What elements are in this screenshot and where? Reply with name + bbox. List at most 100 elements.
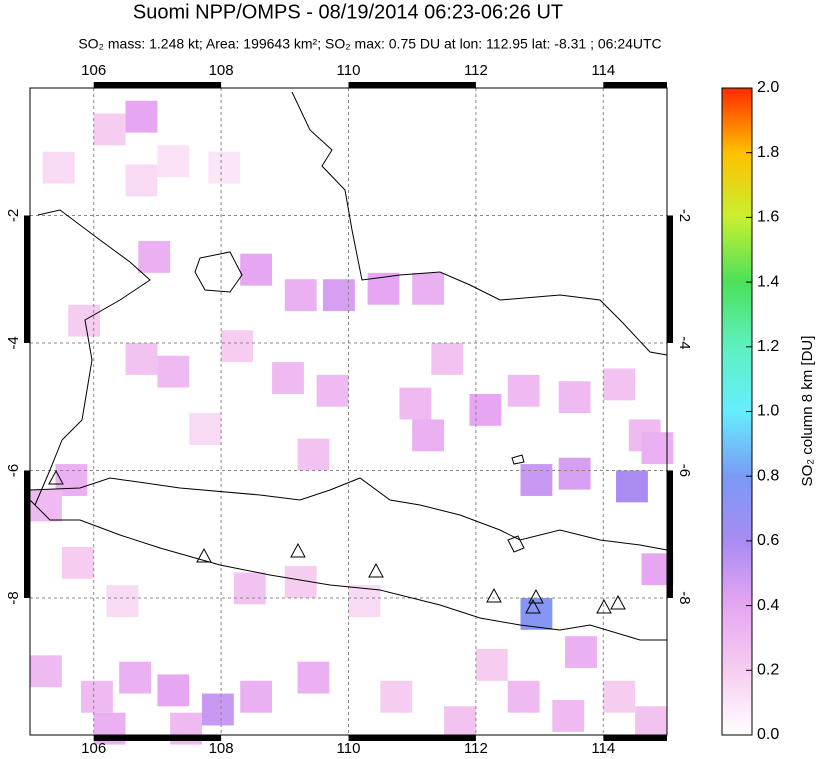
so2-cell: [201, 693, 234, 726]
frame-bar: [348, 82, 476, 88]
x-tick-label: 114: [591, 740, 615, 757]
island: [194, 251, 243, 293]
so2-cell: [603, 368, 636, 401]
so2-cell: [380, 680, 413, 713]
colorbar-tick-label: 0.4: [757, 597, 779, 614]
so2-cell: [520, 464, 553, 496]
so2-cell: [641, 432, 674, 465]
colorbar-tick-label: 0.6: [757, 532, 779, 549]
colorbar-tick-label: 1.4: [757, 273, 779, 290]
coastline: [34, 209, 151, 506]
frame-bar: [667, 215, 673, 343]
title: Suomi NPP/OMPS - 08/19/2014 06:23-06:26 …: [133, 1, 563, 23]
volcano: [196, 547, 212, 563]
so2-cell: [240, 680, 273, 713]
frame-bar: [24, 470, 30, 598]
so2-cell: [558, 457, 591, 490]
so2-cell: [297, 661, 330, 694]
so2-cell: [412, 419, 445, 452]
frame-bar: [603, 82, 667, 88]
frame-bar: [93, 735, 222, 741]
frame-layer: [24, 82, 673, 741]
colorbar-label: SO₂ column 8 km [DU]: [799, 336, 816, 487]
so2-cell: [507, 374, 540, 407]
so2-cell: [316, 374, 349, 407]
coastline: [29, 477, 668, 551]
subtitle: SO₂ mass: 1.248 kt; Area: 199643 km²; SO…: [78, 36, 661, 52]
so2-cell: [80, 680, 113, 713]
x-tick-label: 112: [464, 740, 488, 757]
volcano: [368, 562, 384, 578]
volcano: [596, 598, 612, 614]
island: [511, 454, 525, 465]
x-tick-label: 106: [81, 740, 106, 757]
y-tick-label: -8: [5, 591, 22, 604]
colorbar-tick-label: 2.0: [757, 79, 779, 96]
so2-cell: [475, 648, 508, 681]
so2-cell: [125, 164, 158, 197]
so2-cell: [469, 393, 502, 426]
so2-cell: [42, 151, 75, 184]
volcano: [48, 469, 64, 485]
so2-cell: [444, 706, 476, 739]
x-tick-label: 110: [337, 62, 361, 79]
so2-cell: [635, 706, 667, 739]
so2-cell: [93, 113, 126, 146]
colorbar-tick-label: 0.8: [757, 467, 779, 484]
x-tick-label: 114: [591, 62, 615, 79]
so2-cell: [125, 342, 158, 375]
so2-cell: [157, 355, 190, 388]
frame-bar: [24, 215, 30, 343]
x-tick-label: 106: [81, 62, 106, 79]
so2-cell: [30, 489, 62, 522]
y-tick-label: -2: [5, 209, 22, 222]
so2-cell: [61, 546, 94, 579]
colorbar-tick-label: 1.2: [757, 338, 779, 355]
colorbar-tick-label: 1.0: [757, 403, 779, 420]
x-tick-label: 112: [464, 62, 488, 79]
so2-cell: [125, 100, 158, 133]
x-tick-label: 108: [209, 62, 234, 79]
so2-cell: [431, 342, 464, 375]
volcano: [610, 594, 626, 610]
so2-cell: [233, 572, 266, 605]
so2-cell: [297, 438, 330, 471]
cell-layer: [30, 100, 674, 745]
island: [507, 535, 525, 553]
so2-cell: [240, 253, 273, 286]
x-tick-label: 108: [209, 740, 234, 757]
so2-cell: [272, 362, 304, 394]
y-tick-label: -6: [5, 464, 22, 477]
so2-cell: [603, 680, 636, 713]
coastline: [29, 499, 667, 641]
colorbar-tick-label: 1.8: [757, 144, 779, 161]
so2-cell: [616, 470, 648, 503]
so2-cell: [119, 661, 152, 694]
so2-cell: [157, 674, 190, 707]
colorbar-tick-label: 0.0: [757, 726, 779, 743]
so2-cell: [558, 381, 591, 414]
colorbar-tick-label: 0.2: [757, 662, 779, 679]
coastlines: [29, 91, 668, 641]
volcano: [528, 588, 544, 604]
so2-cell: [507, 680, 540, 713]
y-tick-label: -4: [676, 336, 693, 349]
colorbar-tick-label: 1.6: [757, 209, 779, 226]
so2-cell: [68, 304, 101, 337]
y-tick-label: -2: [676, 209, 693, 222]
so2-cell: [208, 151, 241, 184]
volcanoes: [48, 469, 626, 614]
so2-cell: [412, 272, 445, 305]
so2-cell: [106, 585, 139, 618]
so2-cell: [399, 387, 432, 420]
so2-cell: [284, 279, 317, 312]
y-tick-label: -4: [5, 336, 22, 349]
so2-cell: [565, 636, 597, 669]
y-tick-label: -6: [676, 464, 693, 477]
so2-cell: [189, 413, 222, 445]
volcano: [290, 542, 306, 558]
frame-bar: [667, 470, 673, 598]
x-tick-label: 110: [337, 740, 361, 757]
coastline: [291, 91, 668, 356]
